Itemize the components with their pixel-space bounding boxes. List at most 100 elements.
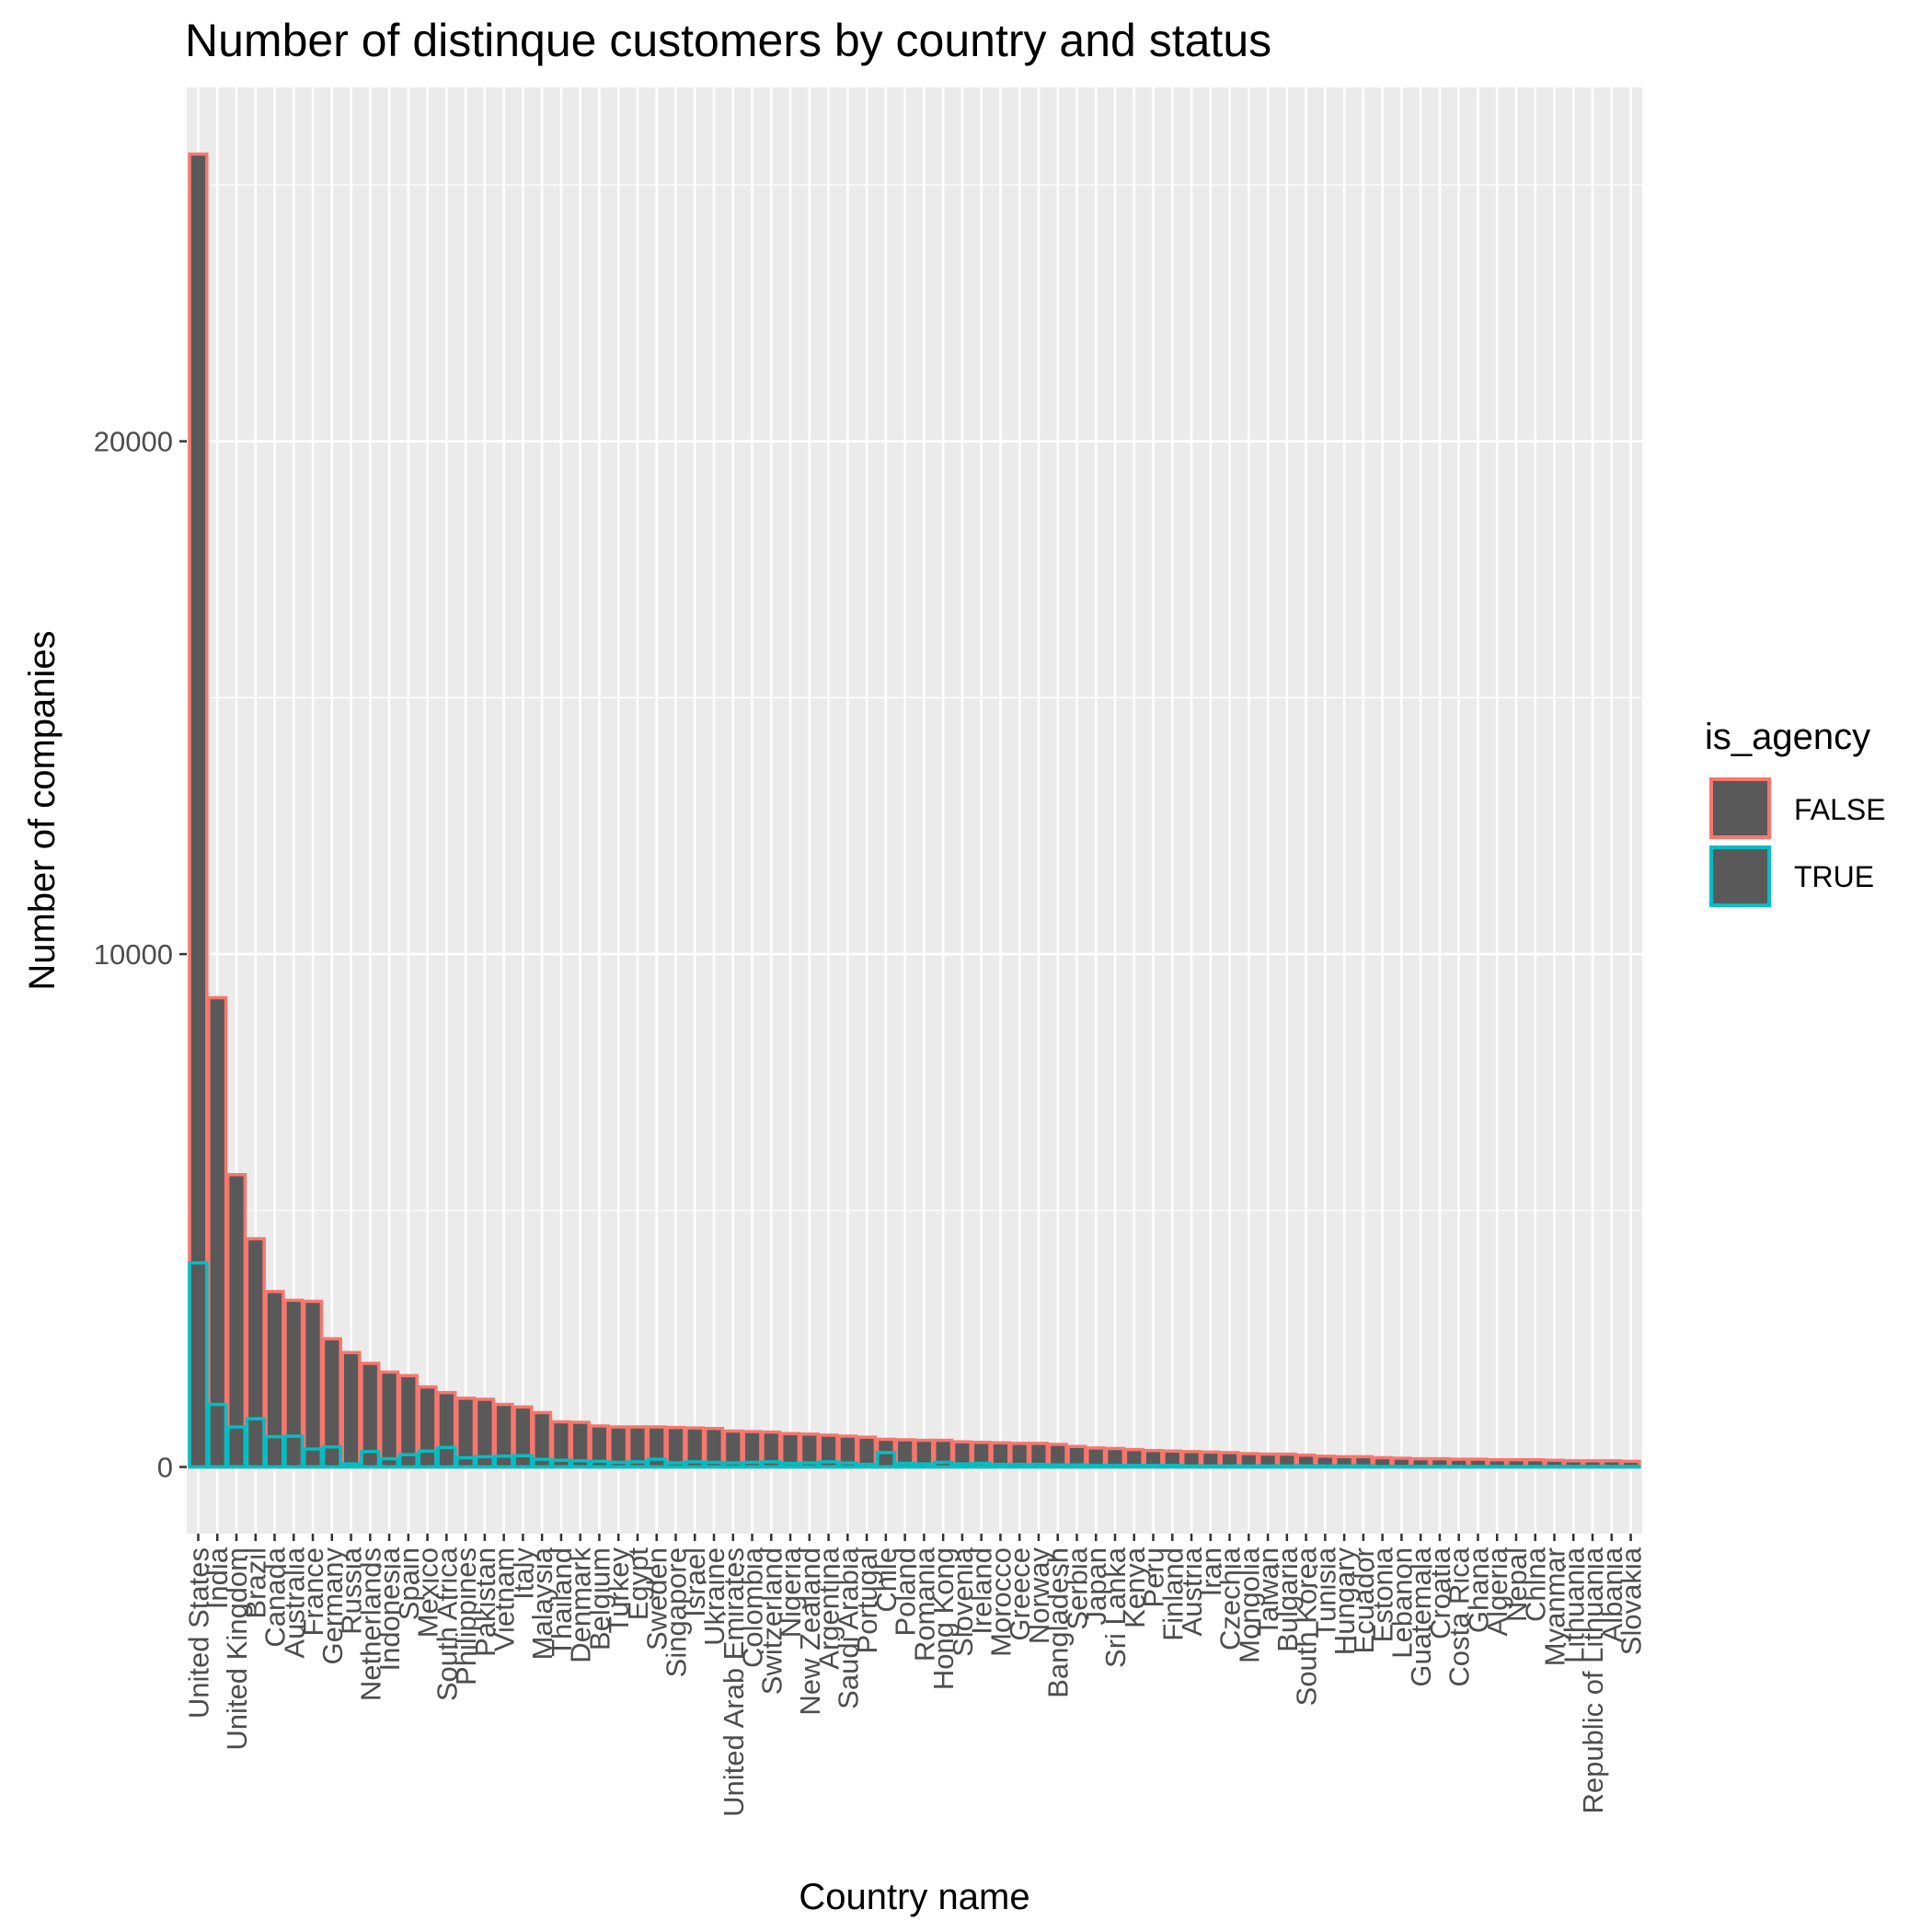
bar-true — [627, 1460, 649, 1469]
bar-false — [340, 1351, 362, 1469]
series-true-bars — [188, 1260, 1641, 1469]
x-tick-label: United States — [182, 1547, 214, 1719]
bar-true — [703, 1460, 725, 1469]
legend-key-false — [1709, 777, 1771, 839]
bar-true — [1047, 1463, 1068, 1469]
x-tick-label: Czechia — [1214, 1547, 1247, 1650]
bar-false — [665, 1425, 686, 1469]
x-tick-label: Philippines — [450, 1547, 482, 1685]
bar-true — [474, 1455, 495, 1469]
x-tick-label: Ireland — [966, 1547, 998, 1635]
x-tick-label: Morocco — [984, 1547, 1017, 1657]
bar-true — [302, 1447, 324, 1469]
x-tick-label: Russia — [336, 1547, 368, 1635]
x-tick-label: South Korea — [1291, 1547, 1323, 1706]
bar-true — [818, 1460, 839, 1469]
bar-true — [225, 1425, 247, 1469]
bar-true — [340, 1462, 362, 1469]
x-tick-label: Albania — [1596, 1547, 1628, 1642]
bar-true — [1601, 1465, 1622, 1469]
x-tick-label: Austria — [1176, 1547, 1208, 1636]
x-tick-label: Singapore — [660, 1547, 692, 1677]
x-tick-label: Pakistan — [469, 1547, 501, 1657]
x-tick-label: Kenya — [1119, 1547, 1151, 1628]
x-tick-label: Italy — [507, 1547, 539, 1600]
bar-true — [857, 1462, 878, 1469]
x-tick-label: Sri Lanka — [1099, 1547, 1132, 1668]
x-tick-label: Saudi Arabia — [832, 1547, 864, 1709]
x-tick-label: Switzerland — [755, 1547, 788, 1695]
x-tick-label: India — [201, 1547, 234, 1609]
bar-true — [1429, 1465, 1451, 1469]
bar-true — [665, 1461, 686, 1469]
x-tick-label: Vietnam — [489, 1547, 521, 1651]
bar-true — [1581, 1465, 1604, 1469]
bar-true — [684, 1460, 706, 1469]
bar-true — [283, 1434, 305, 1469]
bar-true — [951, 1462, 972, 1469]
x-tick-label: Japan — [1080, 1547, 1112, 1625]
x-tick-label: Myanmar — [1538, 1547, 1570, 1666]
x-tick-label: Egypt — [622, 1547, 654, 1621]
legend-label-true: TRUE — [1794, 860, 1874, 893]
bar-true — [417, 1449, 438, 1469]
x-tick-label: Australia — [278, 1547, 310, 1658]
x-tick-label: Mexico — [412, 1547, 444, 1638]
x-tick-label: Denmark — [565, 1547, 597, 1663]
bar-true — [1505, 1465, 1527, 1469]
bar-true — [1028, 1462, 1050, 1469]
bar-true — [1009, 1462, 1030, 1469]
bar-true — [532, 1457, 553, 1469]
x-tick-label: Argentina — [813, 1547, 845, 1669]
bar-true — [1162, 1464, 1183, 1469]
x-tick-label: Guatemala — [1405, 1547, 1437, 1686]
x-tick-label: Bangladesh — [1042, 1547, 1075, 1698]
bar-true — [1391, 1465, 1412, 1469]
bar-true — [550, 1458, 572, 1469]
x-tick-label: Portugal — [851, 1547, 883, 1653]
plot-panel — [187, 87, 1642, 1534]
bar-true — [569, 1459, 591, 1469]
bar-false — [378, 1370, 400, 1469]
x-tick-label: Iran — [1195, 1547, 1227, 1596]
bar-true — [646, 1457, 667, 1469]
x-tick-label: Slovakia — [1616, 1547, 1648, 1655]
bar-true — [742, 1460, 763, 1469]
bar-false — [857, 1435, 878, 1469]
x-tick-label: United Kingdom — [221, 1547, 253, 1751]
x-tick-label: Sweden — [641, 1547, 673, 1650]
bar-true — [1487, 1465, 1508, 1469]
bar-true — [378, 1456, 400, 1469]
bar-true — [914, 1462, 935, 1469]
bar-true — [493, 1455, 514, 1469]
bar-true — [1086, 1464, 1107, 1469]
x-tick-label: Republic of Lithuania — [1577, 1547, 1609, 1813]
x-tick-label: Spain — [393, 1547, 425, 1620]
x-tick-label: Norway — [1023, 1547, 1055, 1645]
y-axis: 0 10000 20000 — [94, 426, 187, 1484]
x-tick-label: Netherlands — [354, 1547, 386, 1701]
x-tick-label: Hungary — [1328, 1547, 1361, 1656]
x-tick-label: Nepal — [1501, 1547, 1533, 1622]
x-tick-label: Finland — [1156, 1547, 1189, 1641]
bar-true — [1104, 1464, 1126, 1469]
chart-title: Number of distinque customers by country… — [185, 15, 1271, 66]
x-tick-label: Canada — [259, 1547, 292, 1647]
x-tick-label: Bulgaria — [1271, 1547, 1304, 1651]
y-axis-title: Number of companies — [22, 630, 63, 990]
x-tick-label: Lebanon — [1386, 1547, 1418, 1659]
y-tick-label: 10000 — [94, 938, 173, 971]
bar-true — [722, 1461, 743, 1469]
x-tick-label: Peru — [1138, 1547, 1170, 1607]
x-tick-label: Poland — [890, 1547, 922, 1637]
bar-true — [990, 1462, 1011, 1469]
x-tick-label: Serbia — [1061, 1547, 1093, 1629]
bar-true — [761, 1460, 782, 1469]
bar-true — [264, 1434, 285, 1469]
bar-true — [1467, 1465, 1489, 1469]
x-tick-label: Turkey — [603, 1547, 635, 1634]
bar-true — [971, 1461, 992, 1469]
legend: is_agency FALSE TRUE — [1705, 717, 1886, 907]
y-tick-label: 0 — [157, 1452, 173, 1484]
